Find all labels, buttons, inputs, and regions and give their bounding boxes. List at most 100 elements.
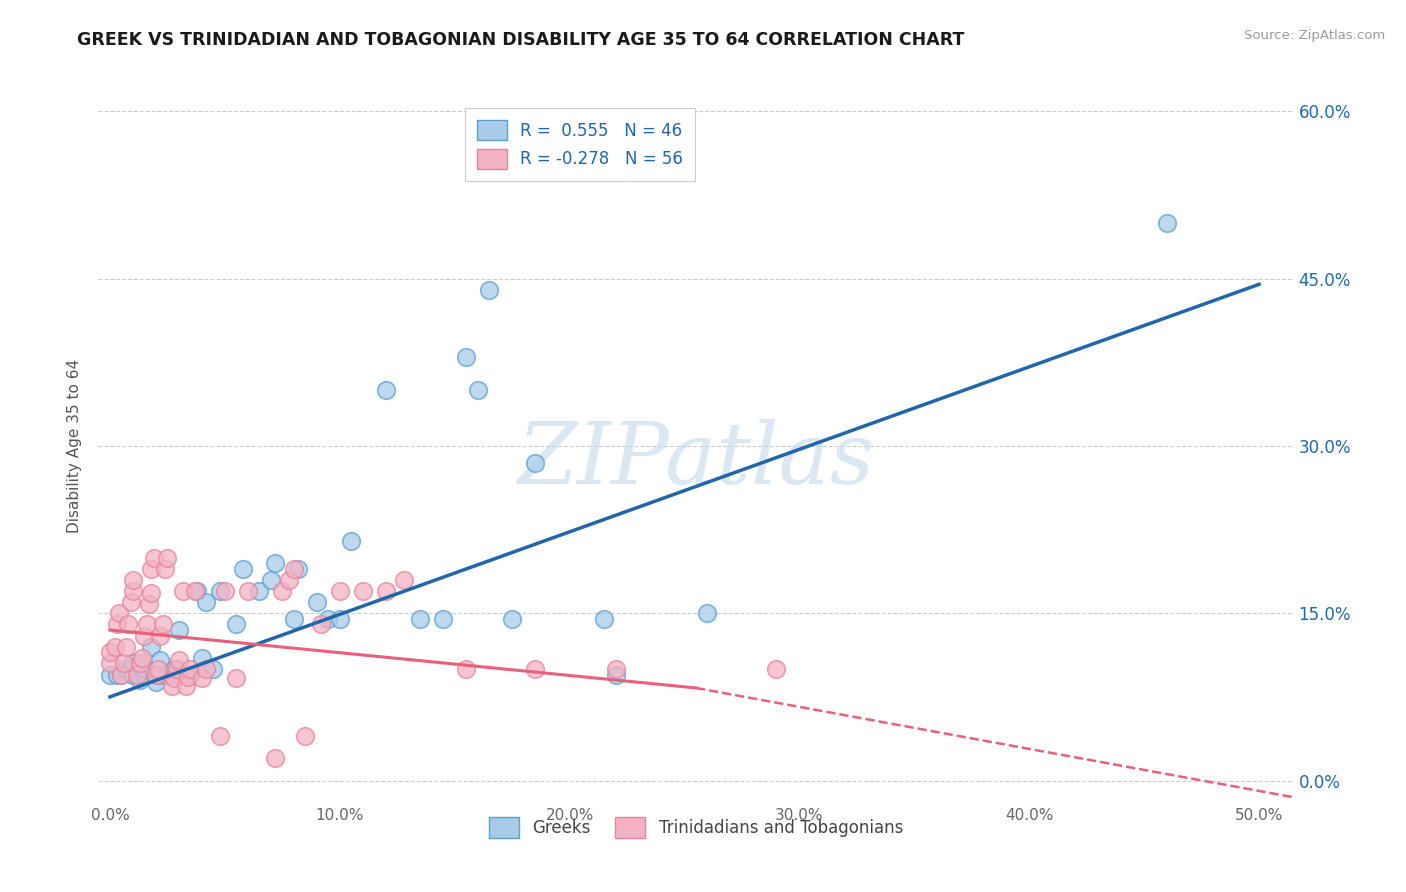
Point — [122, 573, 145, 587]
Point — [340, 533, 363, 548]
Point — [524, 662, 547, 676]
Point — [501, 612, 523, 626]
Point — [605, 667, 627, 681]
Point — [478, 283, 501, 297]
Point — [105, 667, 128, 681]
Point — [149, 653, 172, 667]
Point — [294, 729, 316, 743]
Point — [98, 657, 121, 671]
Point — [131, 651, 153, 665]
Point — [141, 640, 163, 654]
Point — [456, 662, 478, 676]
Point — [264, 556, 287, 570]
Point — [174, 679, 197, 693]
Point — [593, 612, 616, 626]
Point — [141, 586, 163, 600]
Point — [696, 607, 718, 621]
Point — [149, 628, 172, 642]
Point — [209, 729, 232, 743]
Point — [271, 583, 294, 598]
Point — [260, 573, 283, 587]
Point — [156, 550, 179, 565]
Point — [311, 617, 333, 632]
Legend: Greeks, Trinidadians and Tobagonians: Greeks, Trinidadians and Tobagonians — [482, 811, 910, 845]
Point — [167, 653, 190, 667]
Point — [120, 595, 142, 609]
Point — [122, 583, 145, 598]
Point — [278, 573, 301, 587]
Text: ZIPatlas: ZIPatlas — [517, 419, 875, 501]
Point — [186, 583, 208, 598]
Point — [236, 583, 259, 598]
Point — [432, 612, 454, 626]
Point — [524, 456, 547, 470]
Point — [134, 628, 156, 642]
Point — [122, 667, 145, 681]
Point — [148, 662, 170, 676]
Point — [152, 617, 174, 632]
Point — [127, 667, 149, 681]
Point — [163, 671, 186, 685]
Point — [135, 617, 157, 632]
Point — [374, 583, 396, 598]
Point — [156, 667, 179, 681]
Point — [117, 617, 139, 632]
Point — [352, 583, 374, 598]
Point — [128, 657, 150, 671]
Point — [195, 595, 218, 609]
Point — [225, 617, 247, 632]
Point — [264, 751, 287, 765]
Point — [179, 667, 201, 681]
Point — [134, 662, 156, 676]
Point — [141, 562, 163, 576]
Point — [177, 670, 200, 684]
Point — [305, 595, 328, 609]
Point — [110, 667, 132, 681]
Y-axis label: Disability Age 35 to 64: Disability Age 35 to 64 — [67, 359, 83, 533]
Point — [191, 651, 214, 665]
Point — [232, 562, 254, 576]
Point — [374, 384, 396, 398]
Point — [329, 583, 352, 598]
Point — [167, 667, 190, 681]
Point — [138, 598, 160, 612]
Point — [456, 350, 478, 364]
Point — [283, 562, 305, 576]
Point — [409, 612, 432, 626]
Point — [145, 667, 167, 681]
Point — [167, 623, 190, 637]
Point — [172, 583, 194, 598]
Point — [98, 645, 121, 659]
Point — [179, 662, 201, 676]
Point — [128, 673, 150, 687]
Point — [105, 617, 128, 632]
Point — [765, 662, 787, 676]
Text: Source: ZipAtlas.com: Source: ZipAtlas.com — [1244, 29, 1385, 42]
Point — [605, 662, 627, 676]
Point — [467, 384, 489, 398]
Text: GREEK VS TRINIDADIAN AND TOBAGONIAN DISABILITY AGE 35 TO 64 CORRELATION CHART: GREEK VS TRINIDADIAN AND TOBAGONIAN DISA… — [77, 31, 965, 49]
Point — [202, 662, 225, 676]
Point — [191, 671, 214, 685]
Point — [392, 573, 415, 587]
Point — [112, 657, 135, 671]
Point — [209, 583, 232, 598]
Point — [329, 612, 352, 626]
Point — [153, 562, 176, 576]
Point — [122, 657, 145, 671]
Point — [184, 583, 207, 598]
Point — [247, 583, 270, 598]
Point — [287, 562, 309, 576]
Point — [163, 662, 186, 676]
Point — [115, 640, 138, 654]
Point — [145, 675, 167, 690]
Point — [103, 640, 125, 654]
Point — [316, 612, 339, 626]
Point — [225, 671, 247, 685]
Point — [166, 662, 188, 676]
Point — [1156, 216, 1178, 230]
Point — [283, 612, 305, 626]
Point — [142, 550, 165, 565]
Point — [98, 667, 121, 681]
Point — [149, 667, 172, 681]
